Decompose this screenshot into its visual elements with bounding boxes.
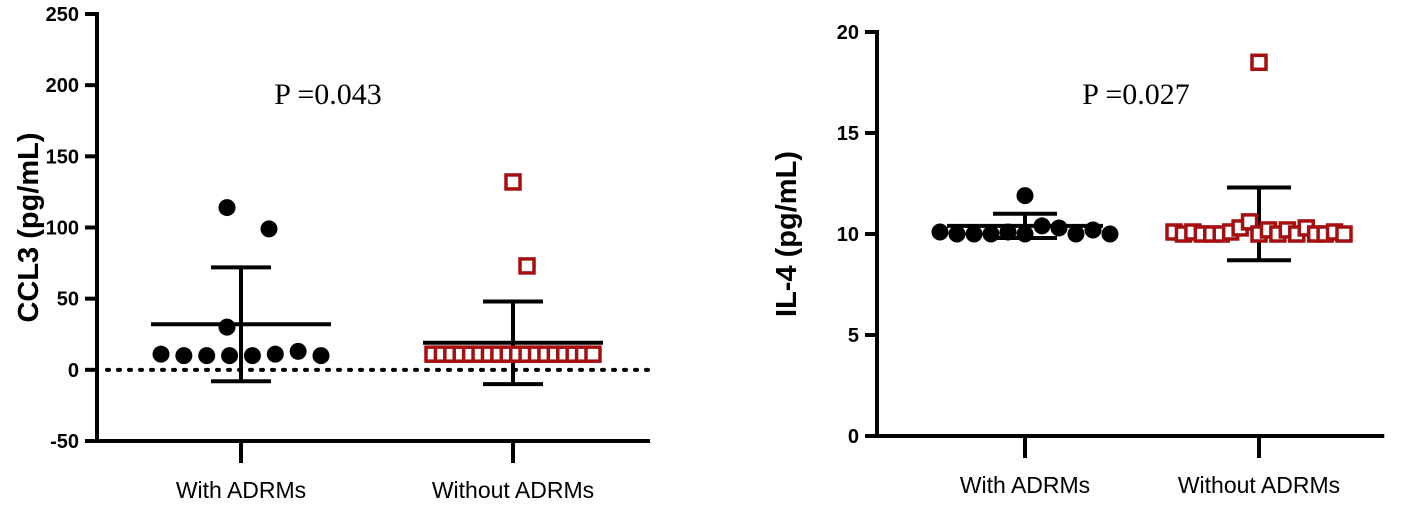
data-point <box>1084 221 1102 239</box>
y-tick-label: 150 <box>46 146 79 168</box>
data-point <box>218 199 236 217</box>
data-point <box>1016 187 1034 205</box>
data-point <box>1101 225 1119 243</box>
data-point <box>504 173 522 191</box>
data-point <box>518 257 536 275</box>
y-axis-label: IL-4 (pg/mL) <box>771 151 803 317</box>
data-point <box>198 347 216 365</box>
data-point <box>221 347 239 365</box>
data-point <box>175 347 193 365</box>
data-point <box>312 347 330 365</box>
data-point <box>266 345 284 363</box>
data-point <box>152 345 170 363</box>
y-axis-label: CCL3 (pg/mL) <box>13 132 45 322</box>
x-category-label: With ADRMs <box>960 472 1090 498</box>
y-tick-label: 15 <box>837 123 859 145</box>
y-tick-label: 5 <box>848 325 859 347</box>
x-category-label: With ADRMs <box>176 477 306 503</box>
data-point <box>289 342 307 360</box>
data-point <box>1335 225 1353 243</box>
y-tick-label: 50 <box>57 289 79 311</box>
y-tick-label: -50 <box>50 431 79 453</box>
data-point <box>218 318 236 336</box>
x-category-label: Without ADRMs <box>432 477 594 503</box>
data-point <box>1250 53 1268 72</box>
x-category-label: Without ADRMs <box>1178 472 1340 498</box>
data-point <box>931 223 949 241</box>
y-tick-label: 100 <box>46 218 79 240</box>
data-point <box>965 225 983 243</box>
y-tick-label: 250 <box>46 4 79 26</box>
data-point <box>982 225 1000 243</box>
y-tick-label: 200 <box>46 75 79 97</box>
data-point <box>999 223 1017 241</box>
p-value-annotation: P =0.027 <box>1082 78 1190 111</box>
y-tick-label: 0 <box>848 426 859 448</box>
il4-chart: 0 5 10 15 20 With ADRMs Without ADRMs IL-4 (pg/… <box>771 22 1385 498</box>
y-tick-label: 20 <box>837 22 859 44</box>
data-point <box>260 220 278 238</box>
data-point <box>1067 225 1085 243</box>
y-tick-label: 0 <box>68 360 79 382</box>
data-point <box>1050 219 1068 237</box>
data-point <box>1016 225 1034 243</box>
data-point <box>948 225 966 243</box>
p-value-annotation: P =0.043 <box>274 78 382 111</box>
y-tick-label: 10 <box>837 224 859 246</box>
data-point <box>1033 217 1051 235</box>
ccl3-chart: -50 0 50 100 150 200 250 With ADRMs Without ADRM… <box>13 4 652 503</box>
data-point <box>584 345 602 363</box>
data-point <box>243 347 261 365</box>
